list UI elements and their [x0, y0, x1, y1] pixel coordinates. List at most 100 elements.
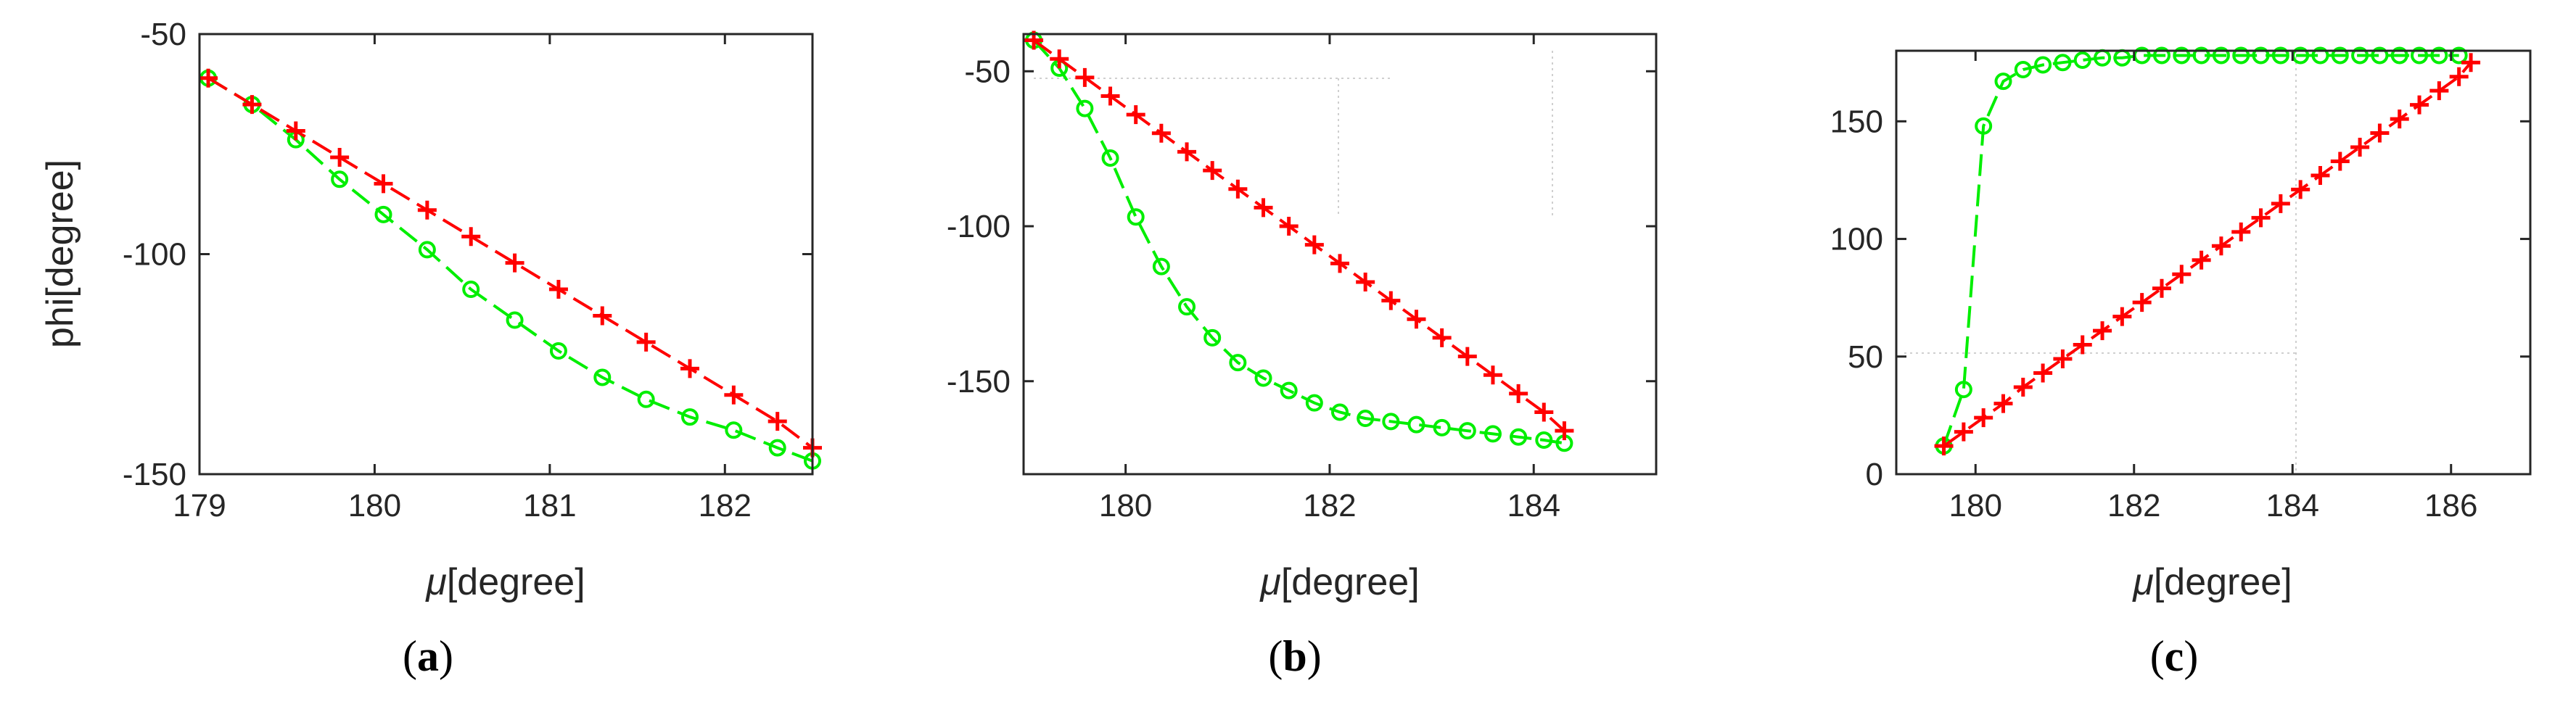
data-point-green-circle-c-24 — [2411, 46, 2429, 65]
x-tick-label-c-2: 184 — [2266, 488, 2319, 523]
y-tick-label-b-2: -50 — [964, 54, 1011, 89]
data-point-green-circle-a-13 — [768, 439, 786, 457]
data-point-red-plus-b-15 — [1407, 310, 1426, 329]
y-tick-label-c-2: 100 — [1830, 222, 1883, 257]
data-point-red-plus-c-27 — [2461, 53, 2481, 73]
series-line-green-circle-b — [1032, 39, 1565, 445]
y-tick-label-b-0: -150 — [947, 364, 1011, 399]
data-point-red-plus-b-18 — [1483, 365, 1502, 385]
data-point-red-plus-b-10 — [1279, 217, 1299, 236]
data-point-green-circle-c-19 — [2311, 46, 2329, 65]
data-point-green-circle-c-22 — [2371, 46, 2389, 65]
data-point-red-plus-c-18 — [2291, 180, 2310, 199]
data-point-green-circle-b-20 — [1535, 431, 1553, 449]
data-point-green-circle-c-25 — [2430, 46, 2448, 65]
data-point-green-circle-c-6 — [2054, 54, 2072, 72]
data-point-red-plus-b-9 — [1254, 198, 1273, 218]
data-point-red-plus-b-7 — [1203, 161, 1222, 181]
series-line-red-plus-b — [1032, 38, 1565, 432]
data-point-green-circle-c-21 — [2351, 46, 2369, 65]
x-axis-label-c: μ[degree] — [2131, 561, 2292, 603]
data-point-green-circle-a-10 — [637, 390, 655, 408]
series-line-red-plus-a — [207, 76, 814, 450]
y-axis-label-a: phi[degree] — [39, 160, 81, 348]
data-point-green-circle-a-7 — [506, 311, 524, 329]
data-point-green-circle-b-13 — [1357, 410, 1375, 428]
data-point-red-plus-c-13 — [2192, 250, 2211, 270]
x-tick-label-a-0: 179 — [173, 488, 226, 523]
data-point-green-circle-c-4 — [2014, 60, 2032, 78]
x-tick-label-b-2: 184 — [1507, 488, 1560, 523]
plot-area-b — [1024, 30, 1574, 452]
data-point-green-circle-c-5 — [2034, 56, 2052, 74]
data-point-red-plus-a-4 — [374, 174, 393, 194]
data-point-red-plus-b-6 — [1177, 142, 1197, 162]
series-markers-green-circle-b — [1025, 31, 1573, 452]
data-point-red-plus-b-16 — [1432, 328, 1452, 347]
x-tick-label-c-1: 182 — [2107, 488, 2160, 523]
y-tick-label-c-1: 50 — [1848, 339, 1883, 375]
panel-b: μ[degree] (b) 180 182 184 -150 -100 -50 — [947, 30, 1658, 680]
plot-area-a — [199, 68, 822, 470]
axes-frame-c — [1895, 49, 2532, 476]
data-point-red-plus-b-19 — [1509, 384, 1528, 403]
series-markers-green-circle-a — [199, 69, 821, 470]
data-point-green-circle-a-5 — [418, 241, 436, 259]
data-point-red-plus-b-1 — [1050, 49, 1069, 69]
data-point-red-plus-a-3 — [330, 147, 350, 167]
panel-c: μ[degree] (c) 180 182 184 186 0 50 100 150 — [1830, 46, 2532, 680]
series-line-red-plus-c — [1943, 61, 2472, 447]
data-point-red-plus-a-9 — [593, 306, 612, 326]
data-point-red-plus-b-11 — [1304, 235, 1324, 254]
data-point-red-plus-b-12 — [1330, 254, 1349, 273]
data-point-red-plus-a-8 — [548, 280, 568, 299]
data-point-green-circle-a-4 — [374, 205, 392, 223]
data-point-red-plus-c-0 — [1934, 436, 1954, 456]
data-point-red-plus-c-10 — [2132, 293, 2152, 312]
data-point-green-circle-b-12 — [1331, 403, 1349, 421]
data-point-green-circle-b-6 — [1178, 298, 1196, 316]
y-tick-label-a-0: -150 — [123, 457, 186, 492]
axes-frame-a — [198, 33, 814, 476]
data-point-red-plus-c-12 — [2172, 265, 2192, 284]
data-point-red-plus-c-1 — [1954, 422, 1973, 442]
data-point-red-plus-c-9 — [2112, 307, 2132, 326]
data-point-green-circle-b-5 — [1152, 257, 1170, 276]
data-point-red-plus-c-25 — [2429, 81, 2449, 101]
data-point-green-circle-c-14 — [2212, 46, 2230, 65]
data-point-green-circle-a-8 — [549, 342, 567, 360]
data-point-red-plus-b-3 — [1100, 86, 1120, 106]
data-point-green-circle-c-20 — [2331, 46, 2349, 65]
data-point-red-plus-b-20 — [1534, 402, 1554, 422]
data-point-red-plus-a-7 — [505, 253, 524, 273]
data-point-green-circle-c-13 — [2192, 46, 2210, 65]
data-point-red-plus-b-5 — [1151, 123, 1171, 143]
data-point-red-plus-c-7 — [2073, 335, 2092, 355]
data-point-green-circle-b-15 — [1407, 415, 1425, 434]
data-point-green-circle-a-6 — [462, 281, 480, 299]
data-point-red-plus-c-2 — [1974, 408, 1993, 428]
data-point-red-plus-a-12 — [724, 385, 744, 405]
data-point-green-circle-b-7 — [1203, 328, 1222, 347]
data-point-red-plus-a-5 — [417, 200, 437, 220]
y-tick-label-c-3: 150 — [1830, 104, 1883, 139]
data-point-green-circle-a-12 — [725, 421, 743, 439]
y-tick-label-c-0: 0 — [1866, 457, 1883, 492]
data-point-red-plus-c-14 — [2211, 236, 2231, 256]
data-point-green-circle-b-18 — [1484, 425, 1502, 443]
x-axis-label-a: μ[degree] — [424, 561, 585, 603]
data-point-red-plus-c-26 — [2449, 67, 2469, 86]
data-point-green-circle-c-1 — [1954, 381, 1972, 399]
x-tick-label-b-1: 182 — [1303, 488, 1356, 523]
data-point-green-circle-c-7 — [2073, 51, 2091, 69]
data-point-green-circle-b-17 — [1458, 422, 1476, 440]
x-tick-label-c-3: 186 — [2424, 488, 2477, 523]
series-line-green-circle-a — [207, 76, 813, 463]
data-point-red-plus-c-23 — [2390, 109, 2409, 129]
data-point-green-circle-b-8 — [1229, 354, 1247, 372]
data-point-red-plus-a-0 — [199, 68, 218, 88]
panel-a: μ[degree] phi[degree] (a) 179 180 181 182 -1… — [39, 17, 822, 680]
y-tick-label-a-1: -100 — [123, 237, 186, 273]
data-point-green-circle-b-10 — [1280, 381, 1298, 399]
